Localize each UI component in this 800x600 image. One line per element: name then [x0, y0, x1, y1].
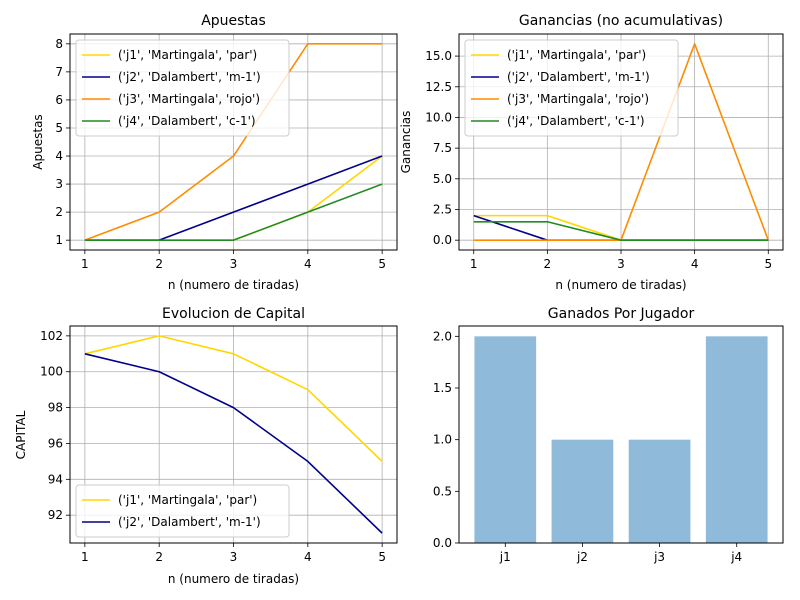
- y-tick-label: 10.0: [425, 110, 452, 124]
- y-tick-label: 100: [40, 365, 63, 379]
- chart-ganados: j1 j2 j3 j4 0.0 0.5 1.0 1.5 2.0 Ganados Por Juga…: [433, 306, 784, 564]
- series-line: [84, 353, 383, 534]
- series-line: [84, 43, 383, 241]
- y-tick-label: 0.0: [433, 536, 452, 550]
- legend-label: ('j4', 'Dalambert', 'c-1'): [507, 114, 645, 128]
- bar: [551, 439, 614, 543]
- y-tick-label: 0.5: [433, 484, 452, 498]
- series-line: [84, 335, 383, 462]
- y-tick-label: 102: [40, 329, 63, 343]
- legend-box: [75, 39, 290, 137]
- bar: [474, 336, 537, 543]
- x-tick-label: j3: [653, 550, 665, 564]
- y-tick-label: 5.0: [433, 172, 452, 186]
- x-tick-label: 3: [230, 550, 238, 564]
- y-axis-label: CAPITAL: [14, 410, 28, 459]
- x-tick-label: j4: [730, 550, 742, 564]
- y-tick-label: 3: [55, 177, 63, 191]
- x-tick-label: 4: [304, 257, 312, 271]
- x-tick-label: 5: [764, 257, 772, 271]
- y-tick-label: 92: [48, 508, 63, 522]
- chart-title: Evolucion de Capital: [162, 306, 305, 322]
- y-tick-label: 2.0: [433, 329, 452, 343]
- y-tick-label: 1: [55, 233, 63, 247]
- y-tick-label: 8: [55, 37, 63, 51]
- legend-label: ('j4', 'Dalambert', 'c-1'): [118, 114, 256, 128]
- y-tick-label: 5: [55, 121, 63, 135]
- y-tick-label: 96: [48, 436, 63, 450]
- x-tick-label: 2: [544, 257, 552, 271]
- legend-label: ('j2', 'Dalambert', 'm-1'): [507, 70, 650, 84]
- legend-label: ('j1', 'Martingala', 'par'): [118, 48, 257, 62]
- legend-label: ('j1', 'Martingala', 'par'): [507, 48, 646, 62]
- series-line: [473, 220, 769, 241]
- series-line: [84, 183, 383, 241]
- x-axis-label: n (numero de tiradas): [168, 572, 299, 586]
- x-axis-label: n (numero de tiradas): [555, 278, 686, 292]
- x-tick-label: 3: [617, 257, 625, 271]
- y-tick-label: 12.5: [425, 80, 452, 94]
- y-tick-label: 7: [55, 65, 63, 79]
- y-tick-label: 15.0: [425, 49, 452, 63]
- chart-capital: 1 2 3 4 5 92 94 96 98 100 102 Evolucion de Capital…: [14, 306, 398, 586]
- y-tick-label: 4: [55, 149, 63, 163]
- x-tick-label: j2: [576, 550, 588, 564]
- chart-title: Ganados Por Jugador: [548, 306, 695, 322]
- x-tick-label: 2: [155, 257, 163, 271]
- bar: [628, 439, 691, 543]
- legend-label: ('j2', 'Dalambert', 'm-1'): [118, 70, 261, 84]
- x-axis-label: n (numero de tiradas): [168, 278, 299, 292]
- y-axis-label: Ganancias: [399, 111, 413, 174]
- x-tick-label: 4: [691, 257, 699, 271]
- x-tick-label: j1: [499, 550, 511, 564]
- legend-box: [75, 484, 290, 538]
- legend-box: [464, 39, 679, 137]
- axes-frame: [458, 325, 784, 544]
- y-tick-label: 7.5: [433, 141, 452, 155]
- x-tick-label: 4: [304, 550, 312, 564]
- legend-label: ('j2', 'Dalambert', 'm-1'): [118, 515, 261, 529]
- x-tick-label: 1: [81, 257, 89, 271]
- legend-label: ('j1', 'Martingala', 'par'): [118, 493, 257, 507]
- x-tick-label: 1: [470, 257, 478, 271]
- y-tick-label: 2.5: [433, 203, 452, 217]
- x-tick-label: 5: [378, 257, 386, 271]
- y-tick-label: 98: [48, 401, 63, 415]
- y-tick-label: 94: [48, 472, 63, 486]
- y-tick-label: 2: [55, 205, 63, 219]
- y-tick-label: 1.5: [433, 381, 452, 395]
- x-tick-label: 5: [378, 550, 386, 564]
- y-axis-label: Apuestas: [31, 114, 45, 169]
- y-tick-label: 0.0: [433, 233, 452, 247]
- y-tick-label: 1.0: [433, 433, 452, 447]
- chart-title: Apuestas: [201, 13, 266, 29]
- bar: [705, 336, 768, 543]
- legend-label: ('j3', 'Martingala', 'rojo'): [118, 92, 260, 106]
- x-tick-label: 1: [81, 550, 89, 564]
- chart-ganancias: 1 2 3 4 5 0.0 2.5 5.0 7.5 10.0 12.5 15.0 Ganancias …: [399, 13, 784, 292]
- y-tick-label: 6: [55, 93, 63, 107]
- chart-title: Ganancias (no acumulativas): [519, 13, 723, 29]
- chart-apuestas: 1 2 3 4 5 1 2 3 4 5 6 7 8 Apuestas n (numero de tira…: [31, 13, 398, 292]
- x-tick-label: 2: [155, 550, 163, 564]
- x-tick-label: 3: [230, 257, 238, 271]
- legend-label: ('j3', 'Martingala', 'rojo'): [507, 92, 649, 106]
